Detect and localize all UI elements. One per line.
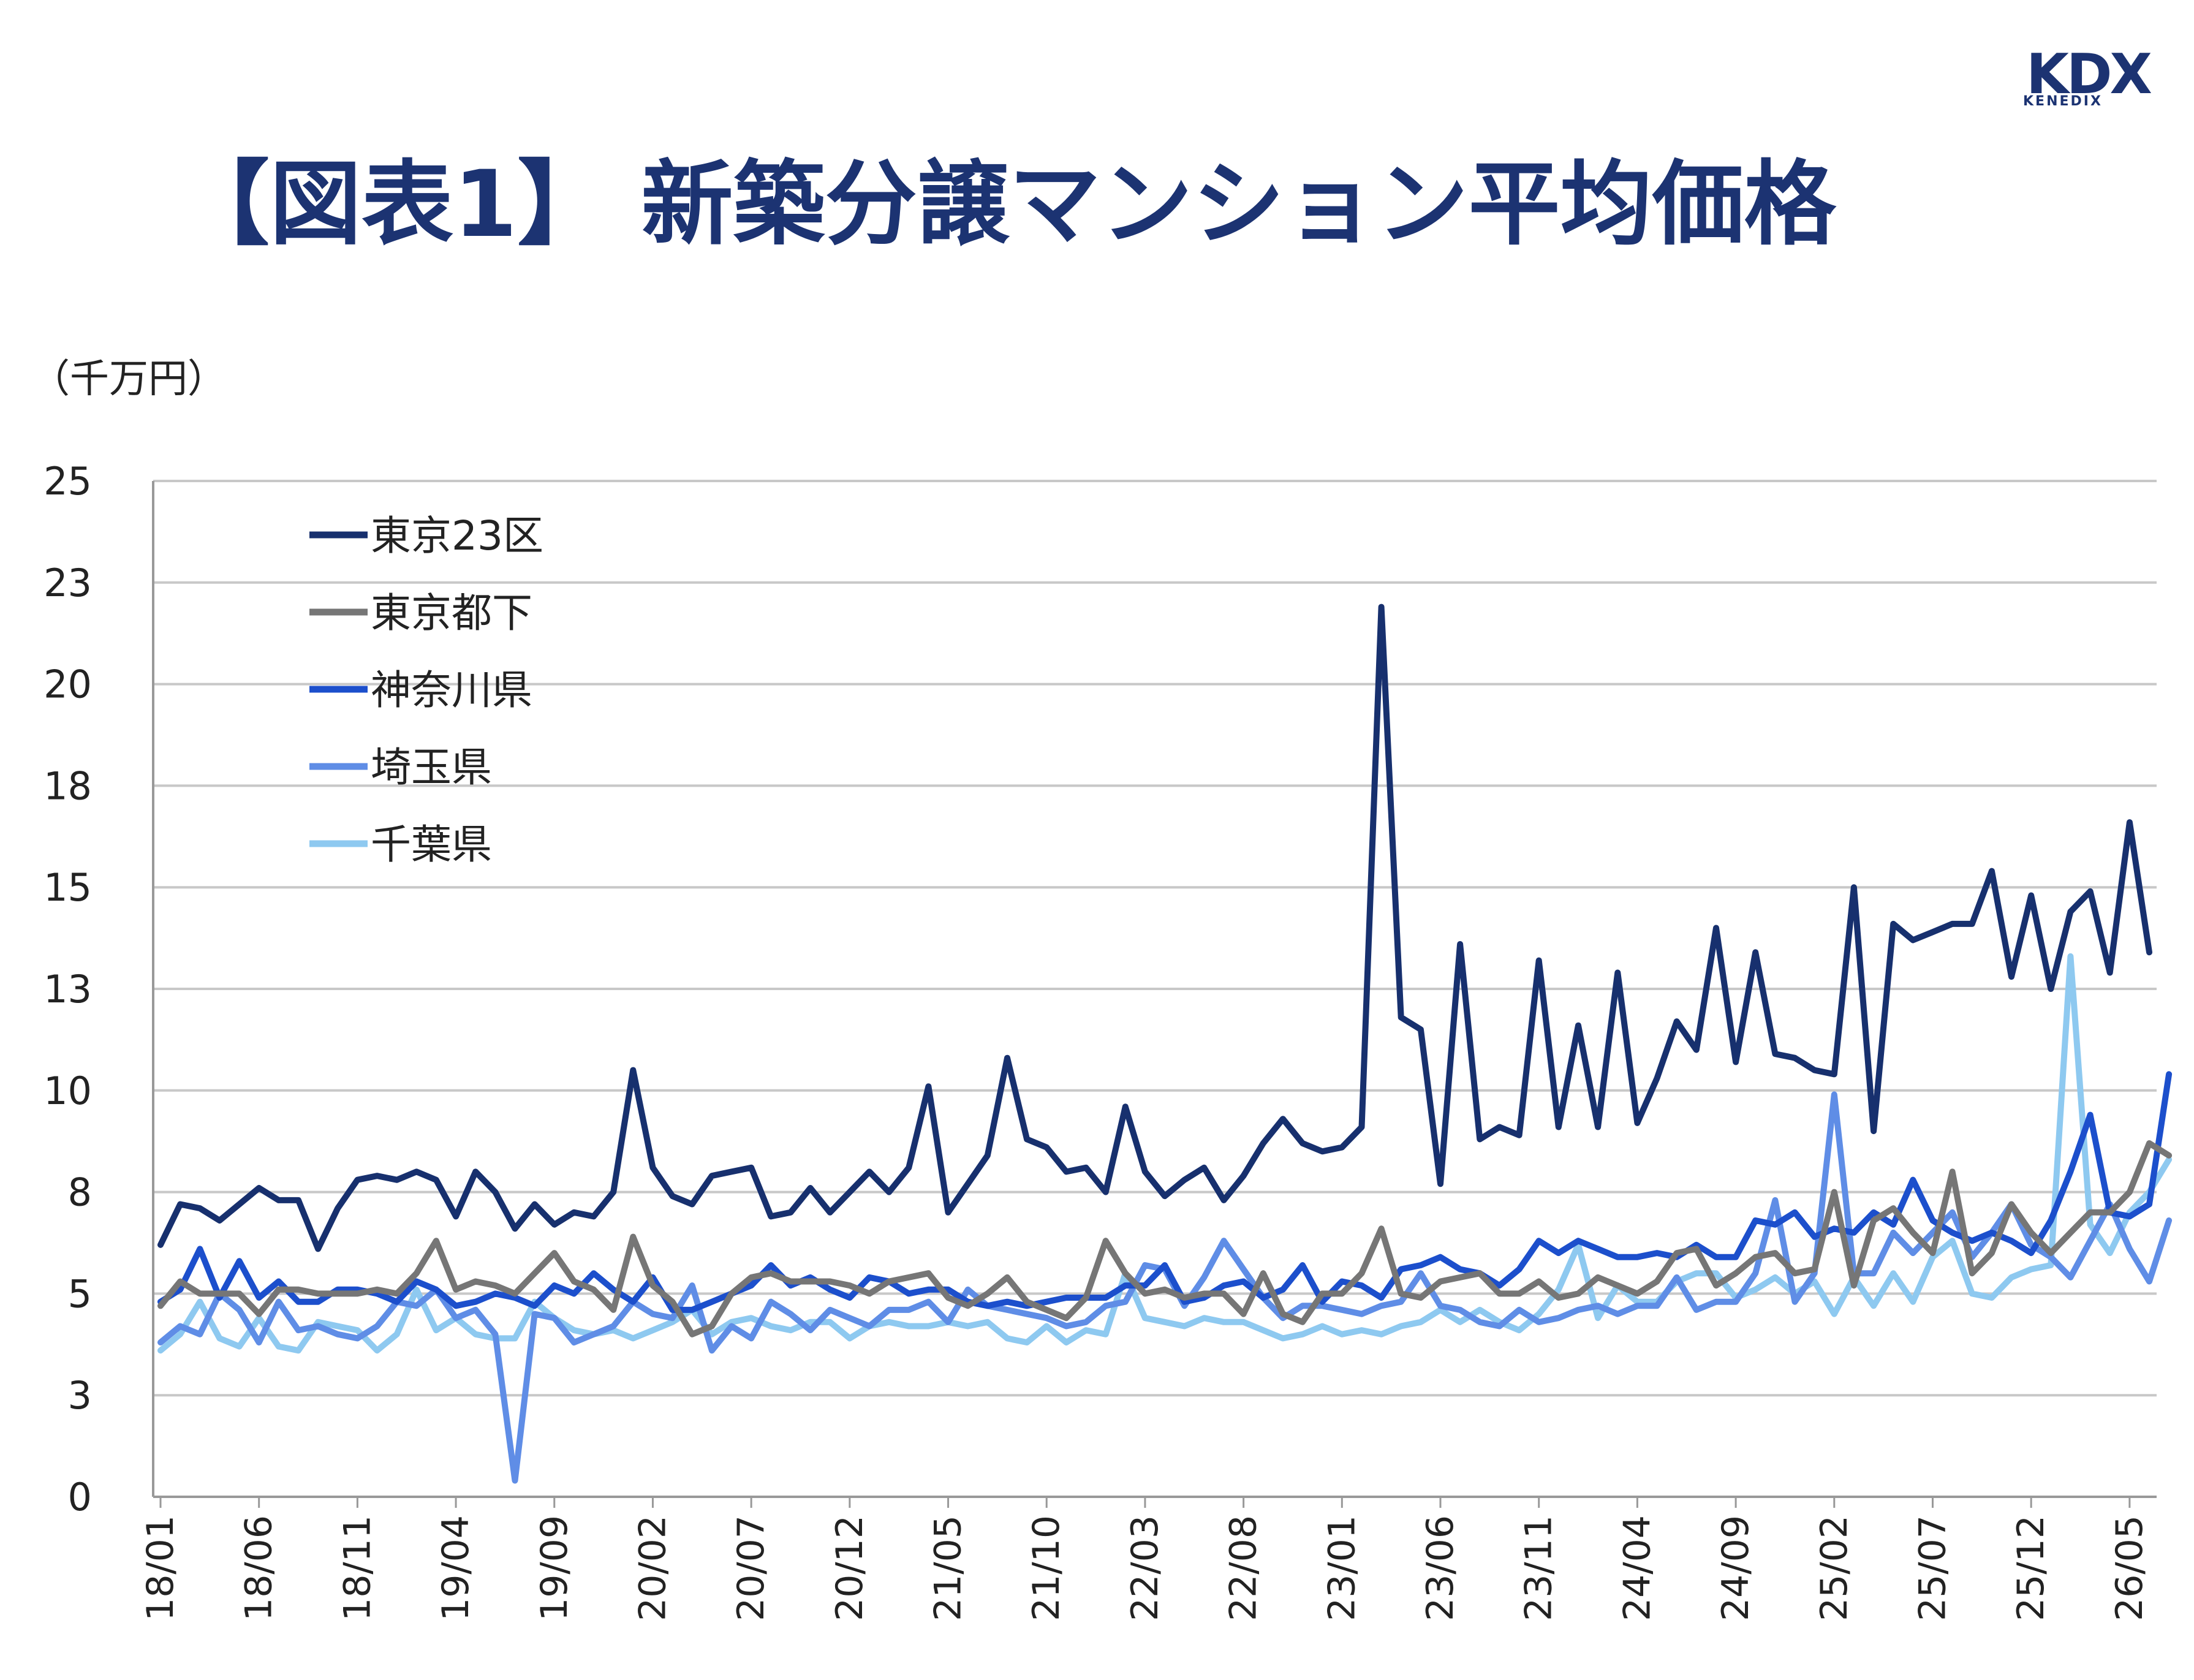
x-tick-label: 18/01 [139,1515,182,1621]
x-tick-label: 20/07 [730,1515,773,1621]
x-tick-label: 18/06 [238,1515,281,1621]
x-tick-label: 19/09 [533,1515,576,1621]
y-tick-label: 5 [68,1271,92,1316]
x-tick-label: 21/10 [1025,1515,1068,1621]
legend-label: 東京都下 [371,589,532,637]
x-axis-tick-labels: 18/01 18/06 18/11 19/04 19/09 20/02 20/07 20/12… [139,1515,2151,1621]
x-tick-label: 20/02 [631,1515,674,1621]
y-tick-label: 0 [68,1475,92,1519]
legend-label: 埼玉県 [371,744,492,791]
series-line-東京23区 [157,604,2152,1252]
x-tick-label: 25/07 [1911,1515,1954,1621]
x-tick-label: 23/11 [1518,1515,1560,1621]
y-tick-label: 10 [44,1069,92,1113]
series-line-東京都下 [157,1140,2173,1338]
y-tick-label: 3 [68,1373,92,1418]
axes [152,481,2157,1508]
x-tick-label: 20/12 [828,1515,871,1621]
x-tick-label: 19/04 [434,1515,477,1621]
x-tick-label: 24/04 [1616,1515,1659,1621]
y-tick-label: 25 [44,459,92,504]
series-lines [157,604,2173,1484]
x-tick-label: 25/02 [1813,1515,1856,1621]
y-tick-label: 13 [44,967,92,1012]
x-tick-label: 26/05 [2108,1515,2151,1621]
x-tick-label: 25/12 [2010,1515,2052,1621]
legend-label: 神奈川県 [371,667,532,714]
y-tick-label: 20 [44,662,92,707]
chart-title: 【図表1】 新築分譲マンション平均価格 [178,151,1837,258]
logo-main: KDX [2026,42,2151,107]
x-tick-label: 23/01 [1320,1515,1363,1621]
y-tick-label: 15 [44,865,92,910]
logo-sub: KENEDIX [2023,94,2103,109]
y-unit-label: （千万円） [31,357,227,402]
x-tick-label: 24/09 [1714,1515,1757,1621]
x-tick-label: 22/03 [1124,1515,1167,1621]
legend-label: 千葉県 [371,821,492,868]
legend-label: 東京23区 [371,512,543,559]
kdx-logo: KDX KENEDIX [2023,42,2154,109]
y-tick-label: 18 [44,763,92,808]
y-tick-label: 23 [44,561,92,605]
x-tick-label: 23/06 [1419,1515,1462,1621]
series-line-神奈川県 [157,1071,2173,1313]
y-axis-tick-labels: 0 3 5 8 10 13 15 18 20 23 25 [44,459,92,1519]
x-tick-label: 18/11 [336,1515,379,1621]
x-tick-label: 21/05 [927,1515,970,1621]
x-tick-label: 22/08 [1222,1515,1265,1621]
y-tick-label: 8 [68,1170,92,1215]
